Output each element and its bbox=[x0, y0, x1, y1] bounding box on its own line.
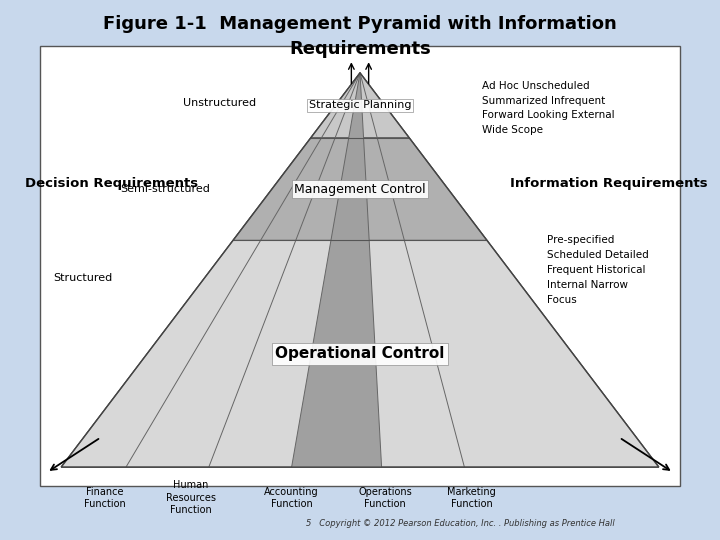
Text: Semi-structured: Semi-structured bbox=[121, 184, 210, 194]
Polygon shape bbox=[61, 73, 659, 467]
Text: Pre-specified
Scheduled Detailed
Frequent Historical
Internal Narrow
Focus: Pre-specified Scheduled Detailed Frequen… bbox=[547, 235, 649, 305]
Polygon shape bbox=[292, 73, 382, 467]
Text: Marketing
Function: Marketing Function bbox=[447, 487, 496, 509]
Polygon shape bbox=[311, 73, 409, 138]
Text: Structured: Structured bbox=[53, 273, 112, 283]
Text: Human
Resources
Function: Human Resources Function bbox=[166, 481, 216, 515]
Text: Operational Control: Operational Control bbox=[275, 346, 445, 361]
Text: Requirements: Requirements bbox=[289, 39, 431, 58]
Polygon shape bbox=[233, 138, 487, 240]
Text: Unstructured: Unstructured bbox=[183, 98, 256, 107]
Text: Strategic Planning: Strategic Planning bbox=[309, 100, 411, 110]
Text: Figure 1-1  Management Pyramid with Information: Figure 1-1 Management Pyramid with Infor… bbox=[103, 15, 617, 33]
Text: Operations
Function: Operations Function bbox=[359, 487, 412, 509]
Text: Information Requirements: Information Requirements bbox=[510, 177, 707, 190]
Text: 5   Copyright © 2012 Pearson Education, Inc. . Publishing as Prentice Hall: 5 Copyright © 2012 Pearson Education, In… bbox=[307, 519, 615, 528]
Text: Ad Hoc Unscheduled
Summarized Infrequent
Forward Looking External
Wide Scope: Ad Hoc Unscheduled Summarized Infrequent… bbox=[482, 81, 615, 135]
Text: Accounting
Function: Accounting Function bbox=[264, 487, 319, 509]
Polygon shape bbox=[61, 240, 659, 467]
Text: Decision Requirements: Decision Requirements bbox=[25, 177, 198, 190]
Text: Finance
Function: Finance Function bbox=[84, 487, 125, 509]
FancyBboxPatch shape bbox=[40, 46, 680, 486]
Text: Management Control: Management Control bbox=[294, 183, 426, 195]
